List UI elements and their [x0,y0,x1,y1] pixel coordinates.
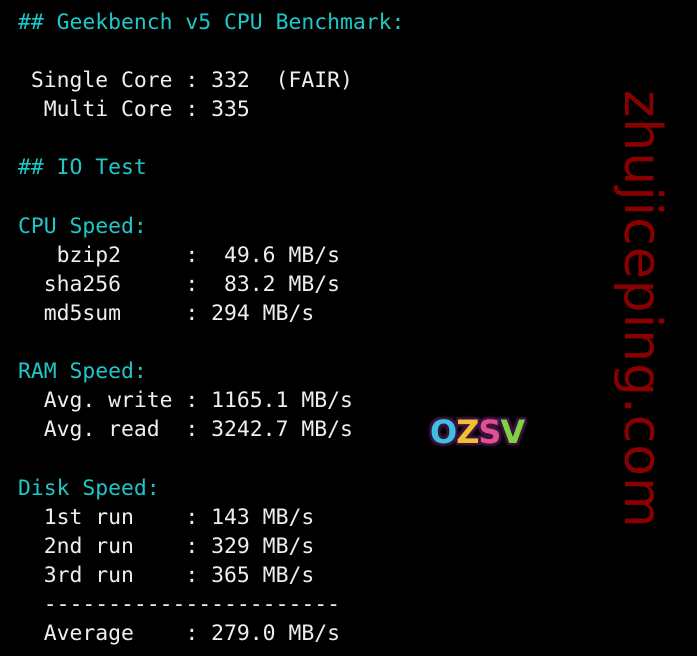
terminal-line: Avg. write : 1165.1 MB/s [18,388,353,414]
terminal-line: ## Geekbench v5 CPU Benchmark: [18,10,405,35]
terminal-line: ## IO Test [18,155,147,181]
terminal-line [18,37,404,66]
terminal-line: 3rd run : 365 MB/s [18,562,315,588]
terminal-line: 2nd run : 329 MB/s [18,533,315,559]
terminal-line: Average : 279.0 MB/s [18,620,340,646]
terminal-line: ----------------------- [18,591,340,617]
terminal-line: md5sum : 294 MB/s [18,300,315,326]
watermark: zhujiceping.com [612,90,672,529]
terminal-line: bzip2 : 49.6 MB/s [18,242,340,268]
logo-letter: Z [456,413,479,451]
logo-letter: V [500,413,525,451]
terminal-line: Multi Core : 335 [18,97,250,123]
terminal-line [18,124,404,153]
terminal-line: sha256 : 83.2 MB/s [18,271,340,297]
logo-letter: O [430,413,457,451]
terminal-line: CPU Speed: [18,213,147,239]
terminal-line: RAM Speed: [18,359,147,385]
terminal-line: 1st run : 143 MB/s [18,504,315,530]
ozsv-logo: OZSV [430,410,525,454]
terminal-line: Disk Speed: [18,475,160,501]
terminal-line [18,444,404,473]
terminal-line: Single Core : 332 (FAIR) [18,68,353,94]
logo-letter: S [478,413,501,451]
terminal-output: ## Geekbench v5 CPU Benchmark: Single Co… [18,8,404,648]
terminal-line [18,183,404,212]
terminal-line [18,328,404,357]
terminal-line: Avg. read : 3242.7 MB/s [18,417,353,443]
